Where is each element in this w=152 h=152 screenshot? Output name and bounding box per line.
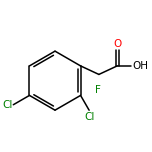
Text: Cl: Cl xyxy=(2,100,13,110)
Text: F: F xyxy=(95,85,101,95)
Text: O: O xyxy=(113,38,121,48)
Text: OH: OH xyxy=(132,61,148,71)
Text: Cl: Cl xyxy=(84,112,94,122)
